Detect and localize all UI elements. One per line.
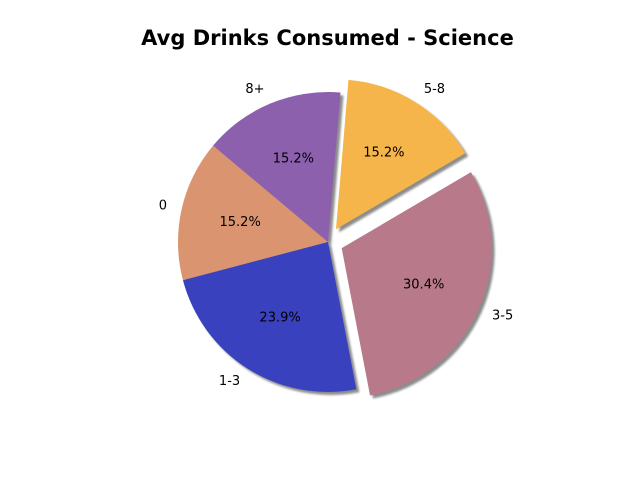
pie-slice-8-plus — [213, 92, 341, 242]
pie-slice-0 — [178, 145, 328, 281]
pie-slice-1-3 — [182, 242, 357, 392]
slice-layer — [178, 79, 492, 396]
percent-label-1-3: 23.9% — [259, 311, 300, 326]
slice-label-1-3: 1-3 — [219, 374, 240, 389]
text-layer: 0 15.2% 1-3 23.9% 3-5 30.4% 5-8 15.2% 8+ 15.2% — [159, 82, 514, 389]
percent-label-8-plus: 15.2% — [273, 151, 314, 166]
slice-label-3-5: 3-5 — [492, 309, 513, 324]
slice-label-5-8: 5-8 — [424, 82, 445, 97]
percent-label-5-8: 15.2% — [363, 146, 404, 161]
pie-slice-5-8 — [335, 79, 466, 230]
slice-label-8-plus: 8+ — [245, 82, 264, 97]
percent-label-0: 15.2% — [220, 215, 261, 230]
percent-label-3-5: 30.4% — [403, 278, 444, 293]
slice-label-0: 0 — [159, 198, 167, 213]
pie-slice-3-5 — [341, 172, 492, 396]
chart-title: Avg Drinks Consumed - Science — [141, 26, 514, 50]
